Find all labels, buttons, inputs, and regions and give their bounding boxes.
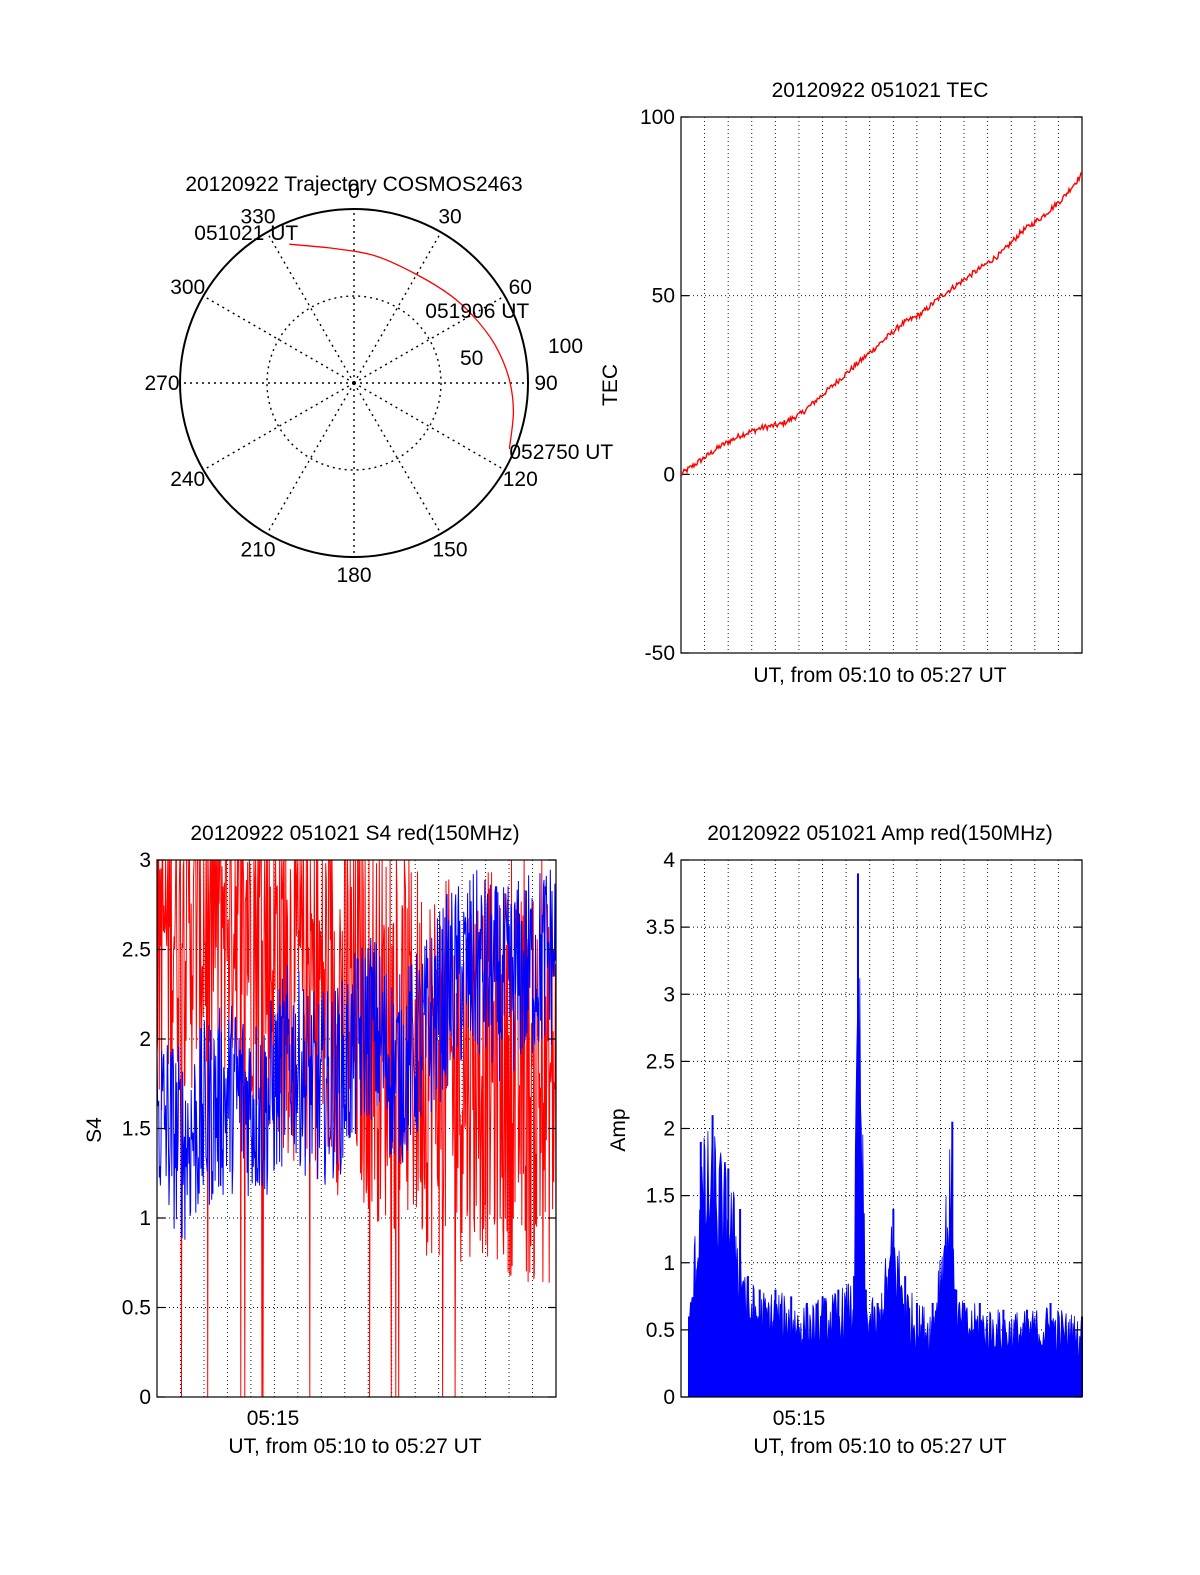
polar-spoke xyxy=(353,231,442,384)
y-tick-label: 1.5 xyxy=(122,1118,151,1141)
polar-angle-label: 240 xyxy=(170,468,205,491)
y-tick-label: 4 xyxy=(663,849,675,872)
y-tick-label: 50 xyxy=(652,285,675,308)
s4-panel: 20120922 051021 S4 red(150MHz) 3 2.5 2 1.5 1… xyxy=(83,822,557,1458)
polar-angle-label: 0 xyxy=(348,180,360,203)
tec-xlabel: UT, from 05:10 to 05:27 UT xyxy=(753,664,1006,687)
polar-outer-circle xyxy=(179,208,529,558)
polar-angle-label: 60 xyxy=(509,276,532,299)
y-tick-label: 1 xyxy=(139,1207,151,1230)
polar-spoke xyxy=(353,382,506,471)
trajectory-time-label: 051021 UT xyxy=(194,222,298,245)
y-tick-label: 1.5 xyxy=(646,1185,675,1208)
polar-ring-50 xyxy=(266,295,442,471)
polar-angle-label: 270 xyxy=(144,372,179,395)
y-tick-label: 100 xyxy=(640,106,675,129)
polar-radial-label-50: 50 xyxy=(460,347,483,370)
trajectory-annotations: 051021 UT 051906 UT 052750 UT xyxy=(194,222,613,464)
y-tick-label: 0 xyxy=(139,1386,151,1409)
s4-title: 20120922 051021 S4 red(150MHz) xyxy=(190,822,519,845)
polar-angle-label: 300 xyxy=(170,276,205,299)
amp-xtick-label: 05:15 xyxy=(773,1407,826,1430)
polar-spokes xyxy=(180,209,528,557)
polar-spoke xyxy=(353,295,506,384)
s4-y-ticks: 3 2.5 2 1.5 1 0.5 0 xyxy=(122,849,556,1409)
polar-radial-label-100: 100 xyxy=(548,335,583,358)
polar-angle-label: 150 xyxy=(432,538,467,561)
amp-title: 20120922 051021 Amp red(150MHz) xyxy=(707,822,1053,845)
polar-angle-label: 90 xyxy=(534,372,557,395)
polar-angle-label: 330 xyxy=(240,206,275,229)
y-tick-label: -50 xyxy=(645,642,675,665)
trajectory-time-label: 052750 UT xyxy=(509,441,613,464)
tec-title: 20120922 051021 TEC xyxy=(772,79,989,102)
y-tick-label: 0 xyxy=(663,1386,675,1409)
amp-xlabel: UT, from 05:10 to 05:27 UT xyxy=(753,1435,1006,1458)
y-tick-label: 0.5 xyxy=(122,1297,151,1320)
amp-panel: 20120922 051021 Amp red(150MHz) 4 3.5 3 2.5… xyxy=(607,822,1083,1458)
polar-title: 20120922 Trajectory COSMOS2463 xyxy=(185,173,522,196)
amp-ylabel: Amp xyxy=(607,1108,630,1151)
polar-angle-labels: 0 30 60 90 120 150 180 210 240 270 300 330 xyxy=(144,180,557,587)
trajectory-time-label: 051906 UT xyxy=(425,300,529,323)
tec-ylabel: TEC xyxy=(599,364,622,406)
y-tick-label: 2.5 xyxy=(122,939,151,962)
y-tick-label: 2 xyxy=(663,1118,675,1141)
polar-angle-label: 210 xyxy=(240,538,275,561)
polar-trajectory-panel: 20120922 Trajectory COSMOS2463 0 30 60 90 12… xyxy=(144,173,613,587)
y-tick-label: 0.5 xyxy=(646,1319,675,1342)
s4-blue-line xyxy=(156,869,557,1240)
tec-plot-frame xyxy=(680,116,1083,654)
polar-spoke xyxy=(353,382,442,535)
amp-y-ticks: 4 3.5 3 2.5 2 1.5 1 0.5 0 xyxy=(646,849,1082,1409)
polar-spoke xyxy=(266,382,355,535)
polar-spoke xyxy=(202,382,355,471)
y-tick-label: 2.5 xyxy=(646,1050,675,1073)
polar-angle-label: 120 xyxy=(503,468,538,491)
y-tick-label: 3 xyxy=(139,849,151,872)
s4-xlabel: UT, from 05:10 to 05:27 UT xyxy=(228,1435,481,1458)
tec-panel: 20120922 051021 TEC 100 50 0 -50 UT, from 0… xyxy=(599,79,1083,687)
s4-ylabel: S4 xyxy=(83,1117,106,1143)
polar-angle-label: 180 xyxy=(336,564,371,587)
tec-y-ticks: 100 50 0 -50 xyxy=(640,106,1082,665)
s4-blue-series xyxy=(156,869,557,1240)
polar-spoke xyxy=(202,295,355,384)
y-tick-label: 0 xyxy=(663,463,675,486)
tec-grid xyxy=(681,116,1082,654)
tec-series-line xyxy=(680,171,1083,477)
y-tick-label: 1 xyxy=(663,1252,675,1275)
y-tick-label: 3.5 xyxy=(646,916,675,939)
s4-xtick-label: 05:15 xyxy=(247,1407,300,1430)
trajectory-line xyxy=(289,243,515,449)
y-tick-label: 2 xyxy=(139,1028,151,1051)
polar-spoke xyxy=(266,231,355,384)
y-tick-label: 3 xyxy=(663,983,675,1006)
amp-bars xyxy=(688,873,1083,1398)
polar-angle-label: 30 xyxy=(438,206,461,229)
